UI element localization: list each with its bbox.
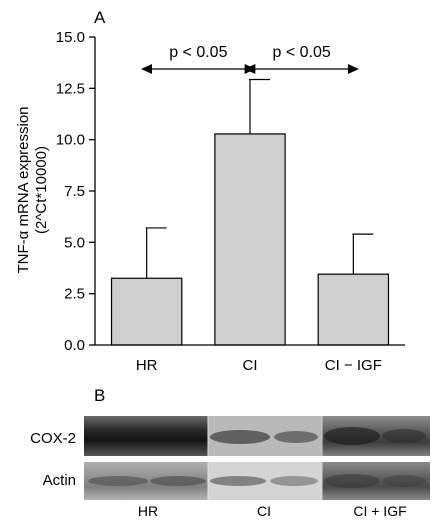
y-tick-label: 15.0 bbox=[56, 29, 85, 46]
blot-band-cigf-cox2-right bbox=[382, 429, 426, 443]
y-axis-label-line1: TNF-α mRNA expression bbox=[15, 106, 32, 273]
x-tick-label: CI bbox=[243, 357, 258, 374]
blot-band-cigf-actin-right bbox=[382, 475, 426, 487]
y-tick-label: 7.5 bbox=[64, 183, 85, 200]
significance-arrowhead bbox=[244, 64, 256, 74]
x-tick-label: CI − IGF bbox=[325, 357, 382, 374]
significance-label: p < 0.05 bbox=[169, 44, 227, 61]
y-axis-label-line2: (2^Ct*10000) bbox=[33, 146, 50, 234]
bar bbox=[110, 277, 183, 346]
blot-band-ci-cox2-left bbox=[210, 430, 270, 444]
blot-band-ci-actin-left bbox=[210, 476, 266, 486]
bar bbox=[317, 273, 390, 346]
y-axis-ticks: 0.0 2.5 5.0 7.5 10.0 12.5 15.0 bbox=[56, 29, 95, 354]
significance-label: p < 0.05 bbox=[273, 44, 331, 61]
blot-lane-label-cigf: CI + IGF bbox=[353, 503, 406, 519]
blot-band-hr-actin-left bbox=[88, 476, 148, 486]
blot-band-ci-cox2-right bbox=[274, 431, 318, 443]
blot-row-label-cox2: COX-2 bbox=[30, 430, 76, 447]
y-tick-label: 12.5 bbox=[56, 80, 85, 97]
y-tick-label: 0.0 bbox=[64, 337, 85, 354]
blot-lane-hr-cox2 bbox=[84, 416, 208, 456]
x-tick-label: HR bbox=[136, 357, 158, 374]
blot-band-hr-actin-right bbox=[150, 476, 206, 486]
blot-band-ci-actin-right bbox=[270, 476, 318, 486]
blot-lane-label-hr: HR bbox=[138, 503, 158, 519]
y-tick-label: 2.5 bbox=[64, 286, 85, 303]
x-axis-labels: HR CI CI − IGF bbox=[136, 357, 382, 374]
y-tick-label: 5.0 bbox=[64, 234, 85, 251]
blot-lane-label-ci: CI bbox=[257, 503, 271, 519]
significance-annotations: p < 0.05 p < 0.05 bbox=[141, 44, 359, 74]
significance-arrowhead bbox=[141, 64, 153, 74]
blot-row-label-actin: Actin bbox=[43, 472, 76, 489]
bars bbox=[110, 78, 390, 346]
significance-arrowhead bbox=[347, 64, 359, 74]
panel-a-label: A bbox=[94, 8, 106, 27]
blot-strip-cox2 bbox=[84, 416, 430, 456]
y-axis-label: TNF-α mRNA expression (2^Ct*10000) bbox=[15, 106, 50, 273]
blot-band-cigf-actin bbox=[324, 474, 380, 488]
y-tick-label: 10.0 bbox=[56, 132, 85, 149]
blot-band-cigf-cox2 bbox=[324, 427, 380, 445]
bar bbox=[214, 133, 286, 346]
panel-b-label: B bbox=[94, 386, 105, 405]
blot-strip-actin bbox=[84, 462, 430, 500]
